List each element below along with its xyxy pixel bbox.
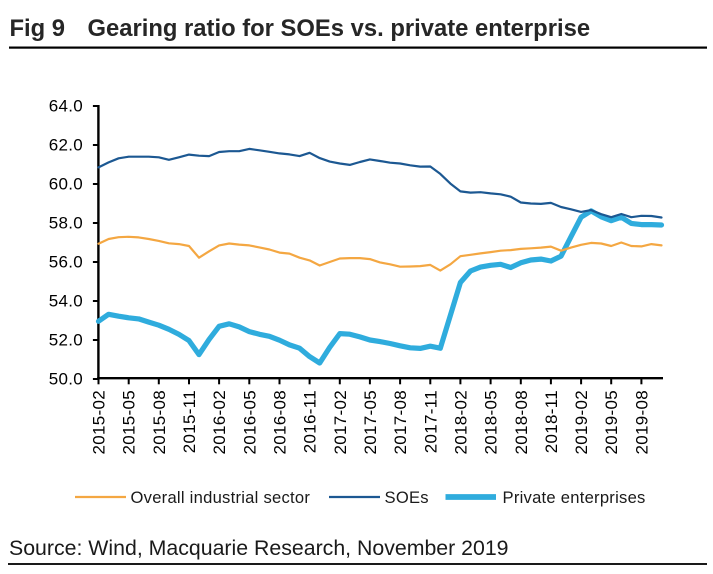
- svg-text:2019-08: 2019-08: [632, 390, 651, 455]
- svg-text:Private enterprises: Private enterprises: [503, 488, 646, 507]
- svg-text:2017-08: 2017-08: [391, 390, 410, 455]
- svg-text:56.0: 56.0: [49, 253, 83, 272]
- svg-text:Source: Wind, Macquarie Resear: Source: Wind, Macquarie Research, Novemb…: [9, 536, 509, 560]
- svg-text:2015-11: 2015-11: [180, 390, 199, 453]
- svg-text:2017-05: 2017-05: [361, 390, 380, 455]
- svg-text:58.0: 58.0: [49, 214, 83, 233]
- svg-text:2017-11: 2017-11: [421, 390, 440, 453]
- svg-text:2018-11: 2018-11: [542, 390, 561, 453]
- svg-text:2019-05: 2019-05: [602, 390, 621, 455]
- svg-text:Fig 9: Fig 9: [10, 15, 66, 42]
- svg-text:Overall industrial sector: Overall industrial sector: [131, 488, 311, 507]
- svg-text:SOEs: SOEs: [385, 488, 429, 507]
- svg-text:2015-08: 2015-08: [150, 390, 169, 455]
- svg-text:2017-02: 2017-02: [331, 390, 350, 455]
- svg-text:2018-02: 2018-02: [451, 390, 470, 455]
- svg-text:52.0: 52.0: [49, 331, 83, 350]
- svg-text:54.0: 54.0: [49, 292, 83, 311]
- svg-text:2018-08: 2018-08: [512, 390, 531, 455]
- svg-text:62.0: 62.0: [49, 136, 83, 155]
- svg-text:2016-11: 2016-11: [301, 390, 320, 453]
- svg-text:2016-05: 2016-05: [240, 390, 259, 455]
- svg-text:2016-02: 2016-02: [210, 390, 229, 455]
- svg-text:60.0: 60.0: [49, 175, 83, 194]
- svg-text:2015-05: 2015-05: [120, 390, 139, 455]
- svg-text:Gearing ratio for SOEs vs. pri: Gearing ratio for SOEs vs. private enter…: [88, 15, 591, 42]
- svg-text:2015-02: 2015-02: [90, 390, 109, 455]
- svg-text:2016-08: 2016-08: [271, 390, 290, 455]
- svg-text:64.0: 64.0: [49, 97, 83, 116]
- svg-text:2019-02: 2019-02: [572, 390, 591, 455]
- svg-text:2018-05: 2018-05: [482, 390, 501, 455]
- svg-text:50.0: 50.0: [49, 370, 83, 389]
